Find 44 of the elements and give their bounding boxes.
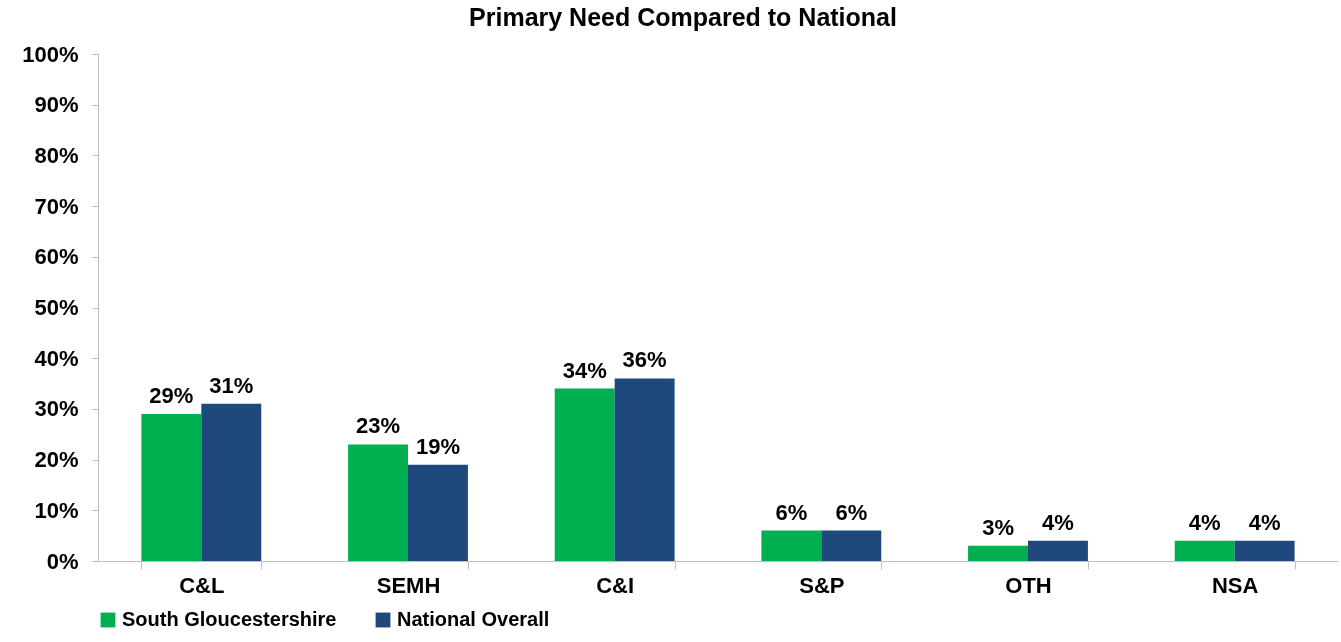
y-tick-label: 40%	[34, 345, 79, 371]
bar	[761, 530, 822, 561]
bar	[201, 403, 262, 561]
data-label: 4%	[1188, 509, 1221, 535]
y-tick-label: 50%	[34, 295, 79, 320]
data-label: 3%	[982, 514, 1014, 540]
data-label: 6%	[835, 499, 868, 525]
x-tick-label: C&L	[179, 572, 225, 598]
data-label: 29%	[149, 382, 194, 408]
x-tick-label: C&I	[596, 572, 635, 598]
data-label: 4%	[1248, 509, 1281, 535]
y-tick-label: 10%	[34, 497, 79, 523]
x-tick-label: S&P	[799, 572, 845, 598]
y-tick-label: 20%	[34, 447, 79, 473]
legend-label: South Gloucestershire	[122, 608, 337, 630]
bar	[821, 530, 882, 561]
data-label: 19%	[415, 433, 460, 459]
x-tick-label: NSA	[1211, 572, 1259, 598]
x-tick-label: OTH	[1005, 572, 1052, 598]
y-tick-label: 0%	[46, 548, 79, 574]
y-tick-label: 30%	[34, 396, 79, 422]
data-label: 36%	[622, 347, 667, 373]
bar	[348, 444, 408, 561]
y-tick-label: 100%	[22, 41, 79, 67]
y-tick-label: 80%	[34, 142, 79, 168]
bar	[1174, 540, 1235, 561]
y-tick-label: 70%	[34, 193, 79, 219]
data-label: 6%	[775, 499, 808, 525]
bar	[1028, 540, 1088, 561]
bar	[968, 545, 1028, 561]
y-tick-label: 60%	[34, 244, 79, 270]
data-label: 23%	[356, 413, 401, 439]
bar	[554, 388, 615, 561]
y-tick-label: 90%	[34, 92, 79, 118]
x-tick-label: SEMH	[376, 572, 441, 598]
data-label: 31%	[209, 372, 254, 398]
data-label: 34%	[562, 357, 607, 383]
bar	[141, 413, 202, 561]
chart-title: Primary Need Compared to National	[469, 3, 897, 31]
bar	[1234, 540, 1295, 561]
bar	[614, 378, 675, 561]
data-label: 4%	[1042, 509, 1074, 535]
legend-label: National Overall	[397, 608, 550, 630]
bar	[408, 464, 468, 561]
